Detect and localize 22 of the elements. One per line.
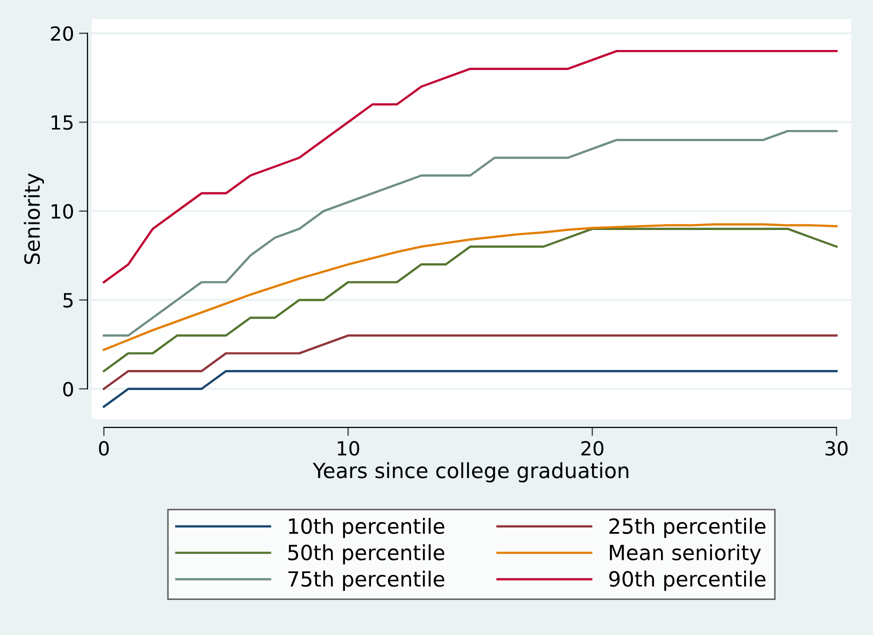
legend-label: 10th percentile	[288, 518, 444, 538]
x-tick-label: 30	[826, 440, 848, 456]
line-series	[102, 223, 838, 351]
x-tick-label: 0	[98, 440, 109, 456]
line-series	[102, 130, 838, 337]
x-tick-label: 20	[581, 440, 604, 456]
x-tick-label: 10	[338, 440, 360, 456]
y-tick-label: 10	[52, 204, 74, 219]
y-tick-label: 5	[63, 293, 73, 308]
y-tick-label: 0	[63, 382, 74, 397]
legend-label: Mean seniority	[610, 544, 761, 564]
legend-label: 50th percentile	[288, 544, 444, 564]
line-series	[102, 228, 838, 372]
legend-label: 90th percentile	[609, 570, 766, 591]
line-series	[102, 50, 838, 284]
legend-label: 75th percentile	[288, 570, 444, 591]
x-axis-title: Years since college graduation	[312, 462, 628, 482]
y-tick-label: 20	[50, 26, 74, 41]
legend-label: 25th percentile	[609, 518, 766, 538]
line-series	[102, 334, 838, 390]
y-axis-title: Seniority	[24, 173, 44, 264]
y-tick-label: 15	[52, 115, 73, 130]
